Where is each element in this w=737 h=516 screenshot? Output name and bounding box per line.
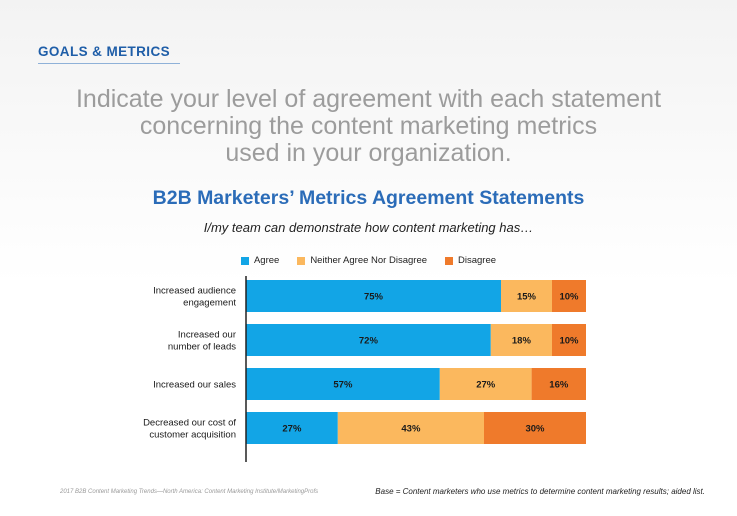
question-line-3: used in your organization. — [225, 139, 512, 167]
data-label: 27% — [476, 380, 496, 391]
bar-segment — [246, 324, 491, 356]
bar-segment — [246, 368, 440, 400]
question-text: Indicate your level of agreement with ea… — [0, 86, 737, 167]
data-label: 16% — [549, 380, 569, 391]
base-note: Base = Content marketers who use metrics… — [375, 487, 705, 496]
bar-segment — [246, 412, 338, 444]
bar-segment — [501, 280, 552, 312]
bar-segment — [531, 368, 586, 400]
data-label: 27% — [282, 424, 302, 435]
question-line-1: Indicate your level of agreement with ea… — [75, 85, 662, 113]
data-label: 18% — [512, 336, 532, 347]
source-note: 2017 B2B Content Marketing Trends—North … — [60, 489, 319, 495]
chart-title: B2B Marketers’ Metrics Agreement Stateme… — [152, 187, 585, 209]
legend-label-neutral: Neither Agree Nor Disagree — [310, 255, 428, 266]
chart-legend: Agree Neither Agree Nor Disagree Disagre… — [0, 255, 737, 266]
data-label: 75% — [364, 292, 384, 303]
category-label: number of leads — [168, 342, 236, 353]
data-label: 43% — [401, 424, 421, 435]
category-label: Increased our — [178, 330, 236, 341]
section-underline — [38, 63, 180, 64]
question-line-2: concerning the content marketing metrics — [139, 112, 598, 140]
bar-segment — [490, 324, 552, 356]
data-label: 57% — [333, 380, 353, 391]
legend-swatch-disagree — [445, 256, 454, 265]
category-label: customer acquisition — [149, 430, 236, 441]
data-label: 72% — [359, 336, 379, 347]
legend-label-disagree: Disagree — [458, 255, 497, 266]
category-label: Increased audience — [153, 286, 236, 297]
bar-segment — [439, 368, 532, 400]
bar-segment — [337, 412, 484, 444]
legend-item-agree: Agree — [240, 255, 280, 266]
bar-segment — [246, 280, 501, 312]
data-label: 10% — [559, 292, 579, 303]
section-label: GOALS & METRICS — [38, 44, 171, 59]
chart-subtitle: I/my team can demonstrate how content ma… — [203, 220, 534, 235]
legend-label-agree: Agree — [253, 255, 280, 266]
data-label: 10% — [559, 336, 579, 347]
bar-segment — [552, 280, 586, 312]
data-label: 30% — [525, 424, 545, 435]
category-label: engagement — [183, 298, 236, 309]
legend-swatch-agree — [240, 256, 249, 265]
bar-segment — [484, 412, 586, 444]
data-label: 15% — [517, 292, 537, 303]
legend-item-disagree: Disagree — [445, 255, 496, 266]
category-label: Increased our sales — [153, 380, 236, 391]
legend-swatch-neutral — [297, 256, 306, 265]
bar-segment — [552, 324, 586, 356]
legend-item-neutral: Neither Agree Nor Disagree — [297, 255, 427, 266]
category-label: Decreased our cost of — [143, 418, 236, 429]
